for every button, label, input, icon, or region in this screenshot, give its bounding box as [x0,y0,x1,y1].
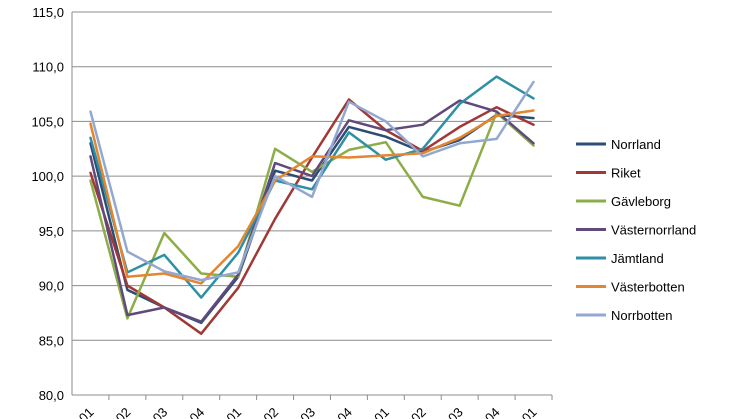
x-tick-label: 02 [260,405,281,419]
y-tick-label: 95,0 [39,224,64,239]
x-tick-label: 02 [408,405,429,419]
legend-label: Gävleborg [611,194,671,209]
legend-label: Västerbotten [611,280,685,295]
y-tick-label: 110,0 [32,60,64,75]
x-tick-label: 03 [150,405,171,419]
x-tick-label: 04 [482,405,503,419]
legend-label: Västernorrland [611,223,696,238]
y-tick-label: 115,0 [32,5,64,20]
x-tick-label: 01 [76,405,97,419]
y-tick-label: 90,0 [39,279,64,294]
y-tick-label: 105,0 [31,114,64,129]
y-tick-label: 80,0 [39,388,64,403]
series-lines [89,75,535,335]
series-line [89,113,535,325]
grid-lines [72,11,552,396]
y-tick-label: 85,0 [39,333,64,348]
x-tick-label: 01 [223,405,244,419]
x-tick-label: 02 [113,405,134,419]
x-tick-label: 04 [187,405,208,419]
y-tick-label: 100,0 [31,169,64,184]
series-line [89,99,535,323]
legend-label: Jämtland [611,251,664,266]
series-line [89,75,535,299]
legend-label: Norrbotten [611,308,672,323]
legend-label: Riket [611,166,641,181]
x-tick-label: 04 [334,405,355,419]
series-line [89,80,535,282]
x-tick-label: 03 [297,405,318,419]
legend-label: Norrland [611,137,661,152]
series-line [89,109,535,285]
series-line [89,111,535,320]
x-tick-label: 01 [371,405,392,419]
x-tick-label: 03 [445,405,466,419]
x-tick-label: 01 [519,405,540,419]
legend: Norrland Riket Gävleborg Västernorrland Jämt… [576,137,696,323]
